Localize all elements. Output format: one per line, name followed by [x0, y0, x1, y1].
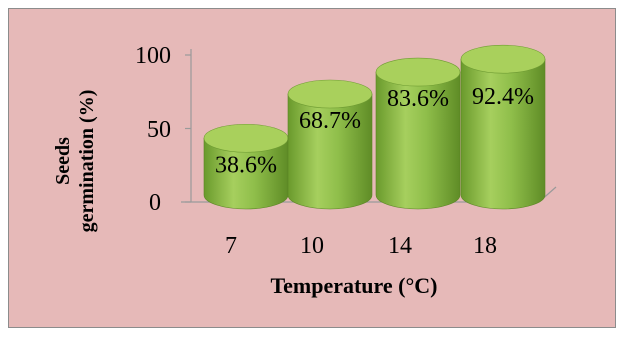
bar-10: 68.7%: [287, 79, 373, 210]
y-tick-label-50: 50: [147, 117, 171, 143]
bar-body: [460, 58, 546, 210]
x-tick-labels: 7 10 14 18: [225, 233, 497, 259]
data-label-7: 38.6%: [215, 152, 277, 178]
data-label-14: 83.6%: [387, 86, 449, 112]
bar-body: [375, 71, 461, 210]
y-tick-marks: [185, 54, 191, 203]
x-tick-label-10: 10: [300, 233, 324, 259]
x-tick-label-14: 14: [388, 233, 412, 259]
y-tick-label-0: 0: [149, 190, 161, 216]
bar-top: [460, 44, 546, 74]
bar-18: 92.4%: [460, 44, 546, 210]
bar-top: [287, 79, 373, 109]
chart-area: 38.6% 68.7% 83.6% 92.4% 100 50 0 Seeds germ…: [8, 8, 616, 328]
bar-top: [203, 123, 289, 153]
x-tick-label-18: 18: [473, 233, 497, 259]
x-axis-title: Temperature (°C): [270, 273, 437, 298]
bar-7: 38.6%: [203, 123, 289, 210]
data-label-18: 92.4%: [472, 84, 534, 110]
bar-body: [203, 137, 289, 210]
bar-chart: 38.6% 68.7% 83.6% 92.4% 100 50 0 Seeds germ…: [52, 43, 557, 298]
bar-14: 83.6%: [375, 57, 461, 210]
x-tick-label-7: 7: [225, 233, 237, 259]
bar-body: [287, 93, 373, 210]
data-label-10: 68.7%: [299, 108, 361, 134]
y-axis-title-line2: germination (%): [76, 90, 98, 233]
bars-group: 38.6% 68.7% 83.6% 92.4%: [203, 44, 546, 210]
y-tick-label-100: 100: [135, 43, 171, 69]
bar-top: [375, 57, 461, 87]
y-axis-title-line1: Seeds: [52, 137, 74, 185]
